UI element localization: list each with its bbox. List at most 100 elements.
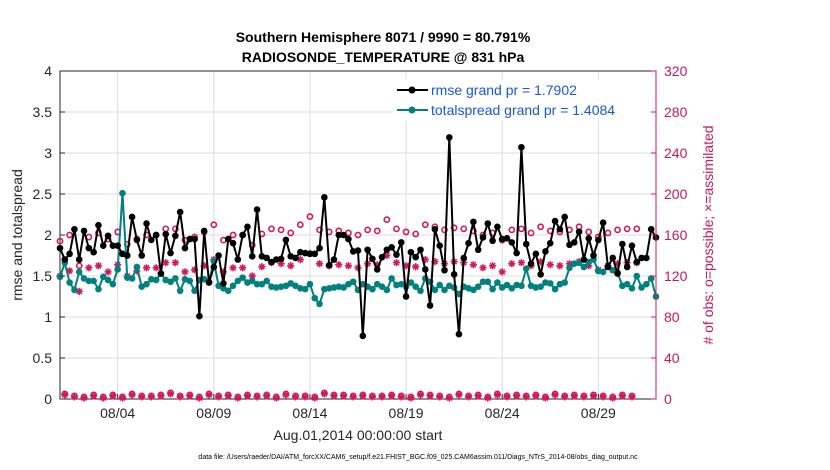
data-file-footer: data file: /Users/raeder/DAI/ATM_forcXX/… <box>198 454 638 461</box>
obs-assimilated-point <box>546 261 554 269</box>
totalspread-point <box>104 276 112 284</box>
totalspread-point <box>56 273 64 281</box>
obs-possible-point <box>56 237 64 245</box>
obs-assimilated-point <box>513 392 521 400</box>
rmse-point <box>537 271 544 278</box>
obs-assimilated-point <box>109 392 117 400</box>
totalspread-point <box>484 278 492 286</box>
obs-possible-point <box>66 231 74 239</box>
obs-assimilated-series <box>56 249 641 402</box>
rmse-point <box>114 242 121 249</box>
rmse-point <box>426 302 434 309</box>
rmse-point <box>148 236 155 244</box>
rmse-point <box>244 223 251 231</box>
obs-assimilated-point <box>190 266 199 274</box>
chart-title: Southern Hemisphere 8071 / 9990 = 80.791… <box>236 29 531 45</box>
rmse-point <box>71 225 78 233</box>
obs-assimilated-point <box>628 393 636 401</box>
rmse-point <box>599 219 607 226</box>
obs-assimilated-point <box>147 393 155 401</box>
y-right-tick-label: 320 <box>664 63 688 79</box>
rmse-point <box>518 143 525 151</box>
totalspread-point <box>378 283 386 290</box>
rmse-point <box>138 252 146 259</box>
rmse-point <box>104 232 112 240</box>
y-right-tick-label: 280 <box>664 104 688 120</box>
obs-possible-point <box>354 231 362 239</box>
totalspread-point <box>575 259 583 267</box>
y-tick-label: 3 <box>44 145 52 161</box>
obs-assimilated-point <box>397 393 405 401</box>
rmse-point <box>373 266 381 273</box>
obs-possible-point <box>518 225 525 233</box>
obs-assimilated-point <box>330 392 338 400</box>
obs-assimilated-point <box>426 392 434 400</box>
totalspread-point <box>191 287 198 295</box>
totalspread-point <box>537 283 544 290</box>
y-right-tick-label: 80 <box>664 309 680 325</box>
rmse-point <box>522 240 530 248</box>
rmse-point <box>647 225 655 233</box>
rmse-point <box>446 134 453 141</box>
obs-assimilated-point <box>589 392 598 400</box>
x-axis-ticks: 08/04 08/09 08/14 08/19 08/24 08/29 <box>100 394 616 421</box>
obs-assimilated-point <box>565 260 574 268</box>
obs-possible-point <box>633 225 641 233</box>
y-right-tick-label: 40 <box>664 350 680 366</box>
obs-assimilated-point <box>522 393 530 401</box>
totalspread-point <box>99 273 107 281</box>
totalspread-point <box>311 294 319 302</box>
obs-assimilated-point <box>263 392 271 400</box>
y-right-tick-label: 120 <box>664 268 688 284</box>
obs-assimilated-point <box>517 259 526 267</box>
obs-assimilated-point <box>561 393 569 401</box>
totalspread-point <box>474 283 482 290</box>
x-tick-label: 08/09 <box>196 405 231 421</box>
obs-assimilated-point <box>138 393 146 401</box>
rmse-point <box>378 253 386 261</box>
totalspread-point <box>75 268 83 276</box>
obs-assimilated-point <box>508 260 516 268</box>
obs-assimilated-point <box>70 393 79 401</box>
obs-assimilated-point <box>80 394 88 402</box>
rmse-point <box>609 254 617 262</box>
rmse-point <box>575 228 583 236</box>
rmse-point <box>474 246 482 254</box>
y-axis-label: rmse and totalspread <box>9 169 25 301</box>
obs-assimilated-point <box>200 262 208 270</box>
rmse-point <box>542 248 549 255</box>
y-right-tick-label: 240 <box>664 145 688 161</box>
y-tick-label: 2 <box>44 227 52 243</box>
rmse-point <box>176 208 184 216</box>
rmse-point <box>393 251 400 258</box>
obs-assimilated-point <box>498 268 506 276</box>
y-tick-label: 1 <box>44 309 52 325</box>
rmse-point <box>638 254 645 262</box>
obs-assimilated-point <box>383 251 391 260</box>
rmse-point <box>90 248 97 256</box>
y-tick-label: 4 <box>44 63 52 79</box>
obs-assimilated-point <box>349 393 357 401</box>
rmse-point <box>417 246 424 254</box>
rmse-point <box>364 246 371 254</box>
obs-assimilated-point <box>335 261 343 269</box>
rmse-point <box>479 234 487 241</box>
obs-assimilated-point <box>66 267 74 275</box>
obs-possible-point <box>364 226 372 234</box>
obs-possible-point <box>383 216 391 224</box>
totalspread-point <box>176 287 184 295</box>
obs-assimilated-point <box>484 394 492 402</box>
rmse-point <box>306 250 314 258</box>
totalspread-point <box>95 285 102 293</box>
rmse-point <box>277 255 285 263</box>
totalspread-point <box>489 285 496 293</box>
obs-assimilated-point <box>287 262 295 270</box>
totalspread-point <box>133 263 141 271</box>
totalspread-point <box>623 280 631 288</box>
obs-possible-point <box>162 225 170 233</box>
totalspread-point <box>508 285 516 292</box>
y-tick-label: 0.5 <box>33 350 53 366</box>
rmse-point <box>215 252 222 259</box>
legend-rmse-marker <box>408 86 416 94</box>
obs-possible-point <box>373 227 381 235</box>
